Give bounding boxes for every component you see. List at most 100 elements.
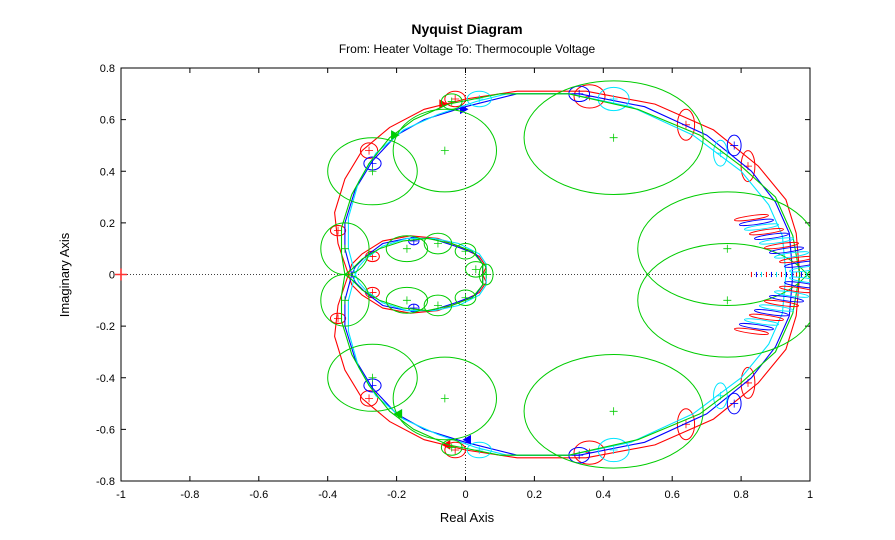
high-frequency-ellipse [763,241,800,250]
uncertainty-ellipse [713,139,728,167]
uncertainty-ellipse [465,261,487,278]
uncertainty-ellipse [329,312,347,325]
uncertainty-ellipse [359,142,379,159]
y-tick-label: -0.8 [96,476,115,488]
x-tick-label: 0.6 [665,489,680,501]
high-frequency-ellipse [789,276,810,284]
x-tick-label: -1 [116,489,126,501]
high-frequency-ellipse [774,251,810,259]
x-tick-label: 1 [807,489,813,501]
nyquist-curve-inner-positive [347,235,487,275]
y-tick-label: 0.6 [100,115,115,127]
y-tick-label: 0.2 [100,218,115,230]
uncertainty-center-marker [447,443,456,452]
nyquist-curve-inner-negative [344,274,484,312]
high-frequency-ellipse [758,237,794,245]
direction-arrow [391,130,400,140]
uncertainty-ellipse [327,343,418,412]
x-tick-label: -0.2 [387,489,406,501]
uncertainty-ellipse [676,108,696,141]
uncertainty-ellipse [385,286,429,314]
uncertainty-center-marker [440,394,449,403]
x-tick-label: -0.8 [180,489,199,501]
uncertainty-center-marker [365,146,374,155]
high-frequency-ellipse [789,265,810,273]
high-frequency-ellipse [743,223,779,231]
uncertainty-center-marker [730,399,739,408]
uncertainty-ellipse [392,356,498,441]
x-tick-label: 0.4 [596,489,611,501]
uncertainty-center-marker [609,446,618,455]
high-frequency-ellipse [738,323,774,331]
y-tick-label: 0.8 [100,63,115,75]
high-frequency-ellipse [779,255,810,264]
uncertainty-center-marker [334,314,343,323]
uncertainty-ellipse [327,137,418,206]
uncertainty-center-marker [723,244,732,253]
high-frequency-ellipse [753,232,789,240]
high-frequency-ellipse [738,218,774,226]
y-tick-label: -0.4 [96,373,115,385]
nyquist-curve-outer-negative [334,274,801,459]
x-tick-label: -0.6 [249,489,268,501]
uncertainty-center-marker [365,394,374,403]
uncertainty-ellipse [329,224,347,237]
uncertainty-ellipse [597,86,630,112]
uncertainty-center-marker [730,141,739,150]
nyquist-curve-inner-positive [354,237,487,275]
high-frequency-ellipse [769,295,805,303]
nyquist-curve-inner-negative [347,274,487,314]
nyquist-curve-outer-positive [340,93,801,275]
uncertainty-ellipse [597,437,630,463]
high-frequency-ellipse [779,285,810,294]
uncertainty-center-marker [368,167,377,176]
high-frequency-ellipse [753,309,789,317]
uncertainty-center-marker [402,244,411,253]
uncertainty-center-marker [440,146,449,155]
x-tick-label: 0.8 [733,489,748,501]
high-frequency-ellipse [733,327,769,335]
y-tick-label: 0.4 [100,166,115,178]
high-frequency-ellipse [748,228,784,236]
uncertainty-ellipse [637,243,810,358]
uncertainty-center-marker [334,226,343,235]
uncertainty-ellipse [676,408,696,441]
uncertainty-ellipse [466,441,492,459]
uncertainty-ellipse [478,263,494,286]
uncertainty-ellipse [637,191,810,306]
x-tick-label: 0.2 [527,489,542,501]
nyquist-curve-outer-negative [340,274,801,456]
uncertainty-center-marker [723,296,732,305]
nyquist-curve-outer-negative [347,274,787,456]
high-frequency-ellipse [733,214,769,222]
critical-point-marker [115,268,127,281]
x-tick-label: -0.4 [318,489,337,501]
chart-title: Nyquist Diagram [411,21,522,37]
uncertainty-center-marker [447,97,456,106]
uncertainty-center-marker [368,373,377,382]
high-frequency-ellipse [758,304,794,312]
y-axis-label: Imaginary Axis [57,232,72,317]
uncertainty-ellipse [392,108,498,193]
uncertainty-center-marker [482,270,491,279]
nyquist-curve-outer-positive [334,90,801,275]
uncertainty-center-marker [340,244,349,253]
direction-arrow [462,434,471,445]
high-frequency-ellipse [748,313,784,321]
nyquist-curve-inner-negative [354,274,487,312]
nyquist-curve-outer-positive [347,93,787,275]
plot-area: -1 -0.8 -0.6 -0.4 -0.2 0 0.2 0.4 0.6 0.8 1-0.8-0.6… [96,63,813,501]
high-frequency-ellipse [743,318,779,326]
high-frequency-ellipse [784,281,810,289]
uncertainty-ellipse [466,90,492,108]
uncertainty-ellipse [573,84,606,109]
uncertainty-center-marker [609,407,618,416]
uncertainty-ellipse [454,243,477,260]
uncertainty-center-marker [340,296,349,305]
uncertainty-ellipse [359,390,379,407]
x-axis-label: Real Axis [440,510,495,525]
chart-subtitle: From: Heater Voltage To: Thermocouple Vo… [339,42,596,56]
direction-arrow [393,409,403,419]
y-tick-label: 0 [109,270,115,282]
series-group [320,80,810,469]
